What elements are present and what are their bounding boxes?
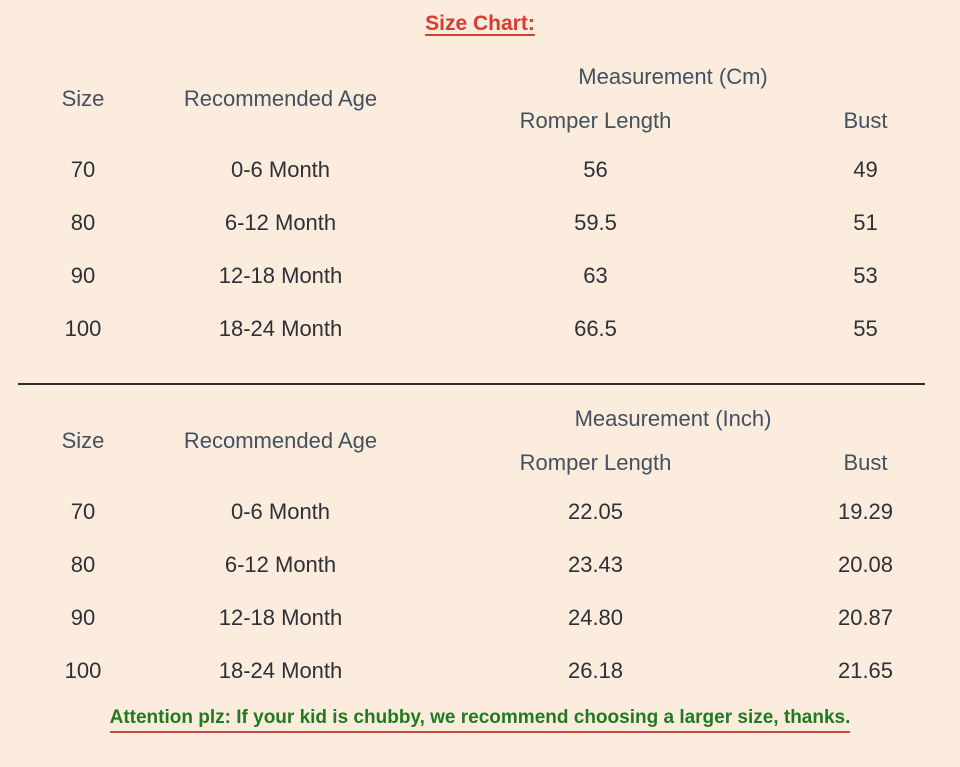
table-row: 90 12-18 Month 24.80 20.87 [8,591,943,644]
cell-age: 12-18 Month [218,604,343,630]
cell-bust: 20.08 [837,551,894,577]
col-header-age: Recommended Age [183,86,378,111]
cell-size: 100 [64,657,102,683]
cell-size: 90 [70,604,96,630]
cell-romper-length: 63 [583,262,608,288]
cell-age: 18-24 Month [218,657,343,683]
cell-age: 6-12 Month [224,551,337,577]
cell-bust: 49 [853,156,878,182]
col-header-age: Recommended Age [183,428,378,453]
cell-age: 6-12 Month [224,209,337,235]
cell-age: 12-18 Month [218,262,343,288]
attention-note: Attention plz: If your kid is chubby, we… [0,707,960,733]
cell-romper-length: 59.5 [574,209,617,235]
cell-size: 70 [70,498,96,524]
table-row: 80 6-12 Month 23.43 20.08 [8,538,943,591]
table-row: 90 12-18 Month 63 53 [8,249,943,302]
table-subheader-row: Romper Length Bust [8,99,943,143]
cell-age: 18-24 Month [218,315,343,341]
col-header-romper-length: Romper Length [519,108,672,133]
table-row: 80 6-12 Month 59.5 51 [8,196,943,249]
cell-size: 90 [70,262,96,288]
table-row: 70 0-6 Month 22.05 19.29 [8,485,943,538]
measurement-cm-header: Measurement (Cm) [578,64,768,89]
table-row: 70 0-6 Month 56 49 [8,143,943,196]
cell-romper-length: 26.18 [567,657,624,683]
cell-size: 70 [70,156,96,182]
page-title: Size Chart: [0,0,960,39]
cell-bust: 53 [853,262,878,288]
cell-size: 80 [70,551,96,577]
cell-size: 100 [64,315,102,341]
page-title-text: Size Chart: [425,12,535,35]
attention-note-text: Attention plz: If your kid is chubby, we… [109,707,851,733]
cell-romper-length: 23.43 [567,551,624,577]
cell-bust: 19.29 [837,498,894,524]
col-header-bust: Bust [843,450,888,475]
table-header-row: Size Recommended Age Measurement (Inch) [8,397,943,453]
cell-bust: 21.65 [837,657,894,683]
measurement-inch-header: Measurement (Inch) [574,406,772,431]
cell-romper-length: 22.05 [567,498,624,524]
col-header-romper-length: Romper Length [519,450,672,475]
col-header-size: Size [61,86,105,111]
cell-age: 0-6 Month [230,156,331,182]
cell-size: 80 [70,209,96,235]
cell-age: 0-6 Month [230,498,331,524]
cell-bust: 55 [853,315,878,341]
col-header-size: Size [61,428,105,453]
table-header-row: Size Recommended Age Measurement (Cm) [8,55,943,111]
table-row: 100 18-24 Month 26.18 21.65 [8,644,943,697]
table-divider [18,383,925,385]
size-table-cm: Size Recommended Age Measurement (Cm) Ro… [8,55,943,355]
size-table-inch: Size Recommended Age Measurement (Inch) … [8,397,943,697]
table-row: 100 18-24 Month 66.5 55 [8,302,943,355]
cell-romper-length: 24.80 [567,604,624,630]
cell-romper-length: 56 [583,156,608,182]
cell-bust: 51 [853,209,878,235]
col-header-bust: Bust [843,108,888,133]
cell-romper-length: 66.5 [574,315,617,341]
cell-bust: 20.87 [837,604,894,630]
table-subheader-row: Romper Length Bust [8,441,943,485]
